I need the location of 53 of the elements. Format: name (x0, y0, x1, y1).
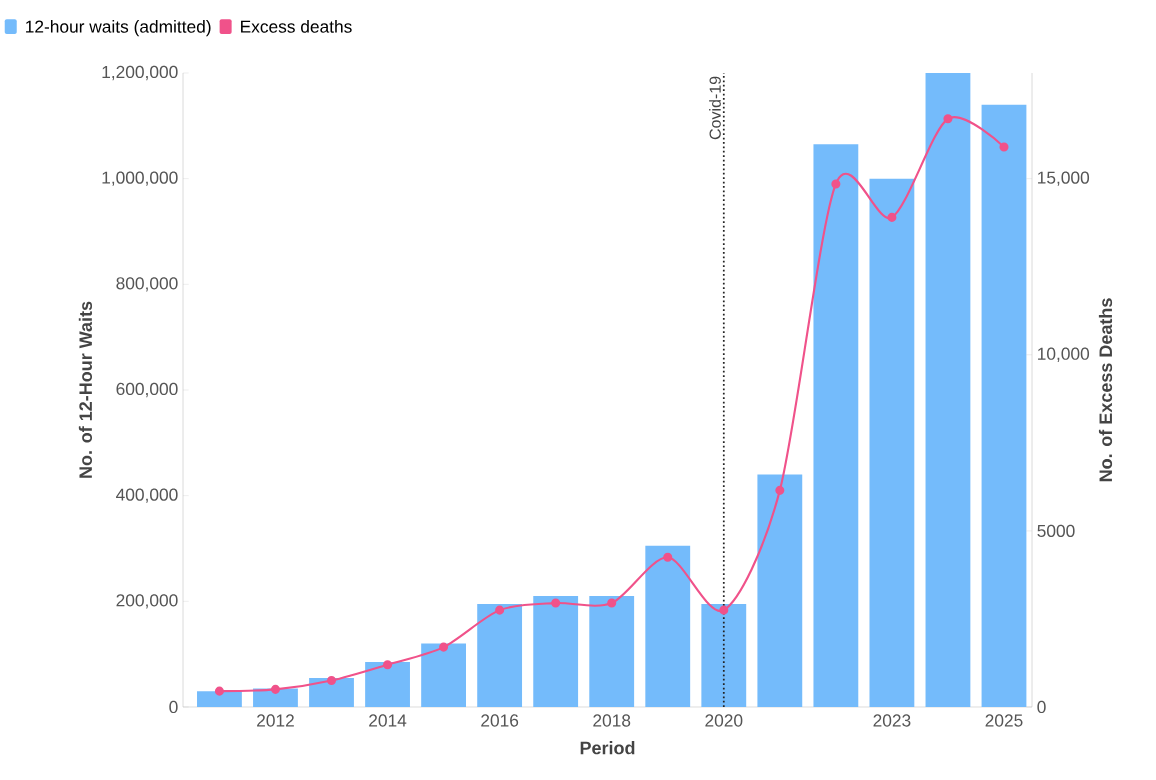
point (719, 605, 729, 615)
x-axis-title: Period (580, 741, 635, 755)
bar (477, 603, 523, 707)
y-axis-title: No. of 12-Hour Waits (78, 301, 93, 478)
y-tick-label: 1,000,000 (102, 171, 178, 186)
bar (981, 104, 1027, 707)
point (999, 142, 1009, 152)
bar (813, 144, 859, 707)
bar (925, 72, 971, 707)
point (663, 552, 673, 562)
point (607, 598, 617, 608)
bar (197, 691, 242, 707)
y2-axis-title: No. of Excess Deaths (1098, 298, 1113, 482)
y-tick-label: 0 (169, 700, 178, 714)
point (551, 598, 561, 608)
bar (589, 596, 635, 707)
y-tick-label: 400,000 (116, 488, 178, 503)
x-tick-label: 2014 (369, 714, 407, 727)
x-tick-label: 2023 (873, 714, 911, 727)
y2-tick-label: 5000 (1037, 524, 1075, 538)
bar (757, 474, 803, 707)
legend-label: 12-hour waits (admitted) (26, 20, 211, 37)
point (326, 676, 337, 686)
point (495, 605, 505, 615)
y2-tick-label: 15,000 (1038, 171, 1090, 186)
point (439, 642, 449, 652)
bar (365, 662, 410, 707)
x-tick-label: 2018 (593, 714, 631, 727)
legend-label: Excess deaths (241, 20, 352, 33)
bar (309, 677, 354, 707)
y-tick-label: 800,000 (116, 277, 178, 292)
bar (533, 596, 579, 707)
y-tick-label: 1,200,000 (102, 65, 178, 81)
x-tick-label: 2016 (481, 714, 519, 727)
bar (421, 643, 466, 707)
y-tick-label: 200,000 (116, 594, 178, 609)
bar (701, 603, 747, 707)
y2-tick-label: 0 (1037, 700, 1046, 714)
point (887, 212, 897, 222)
bar (869, 178, 915, 707)
bar (645, 545, 691, 707)
point (943, 114, 953, 124)
x-tick-label: 2012 (257, 714, 294, 727)
x-tick-label: 2025 (985, 714, 1023, 727)
y2-tick-label: 10,000 (1038, 347, 1090, 362)
point (831, 179, 841, 189)
point (270, 684, 281, 694)
ref-line-label: Covid-19 (709, 76, 721, 140)
point (383, 660, 393, 670)
y-tick-label: 600,000 (116, 382, 178, 398)
x-tick-label: 2020 (705, 714, 743, 727)
point (214, 686, 224, 696)
point (775, 485, 785, 495)
